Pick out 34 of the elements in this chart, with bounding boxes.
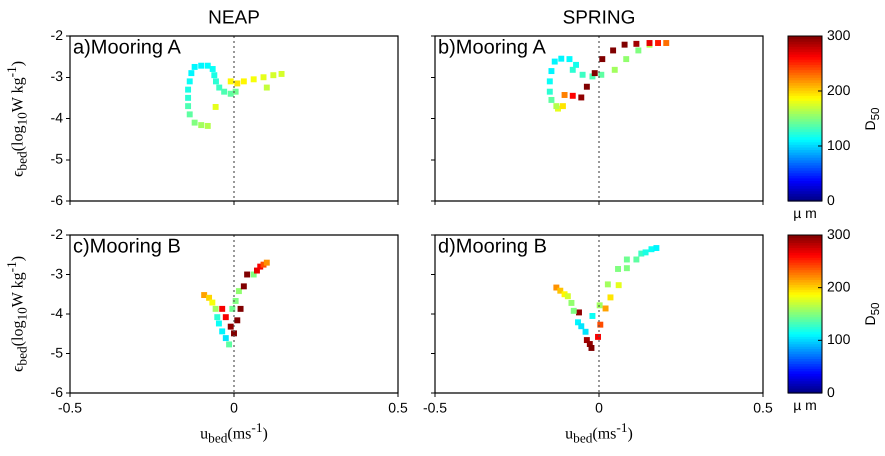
color-bar-label: 200	[827, 278, 851, 295]
y-tick-label: -4	[50, 304, 64, 321]
annotation: d)Mooring B	[438, 236, 547, 258]
color-bar-label: 0	[827, 192, 835, 208]
x-tick-label: 0	[230, 399, 238, 416]
y-tick-label: -2	[50, 26, 64, 43]
color-bar-label: 0	[827, 384, 835, 400]
color-bar-label: 100	[827, 136, 851, 153]
x-tick-label: -0.5	[422, 399, 448, 416]
y-tick-label: -5	[50, 150, 64, 167]
x-axis-title: u$_{bed}$(ms$^{-1}$)	[565, 420, 633, 446]
annotation: a)Mooring A	[73, 36, 182, 59]
color-bar-label: 200	[827, 82, 851, 98]
x-tick-label: 0.5	[753, 399, 773, 416]
chart-title: NEAP	[208, 8, 260, 29]
color-bar-label: 100	[827, 331, 851, 348]
y-tick-label: -6	[50, 384, 64, 400]
y-tick-label: -5	[50, 344, 64, 360]
y-tick-label: -6	[50, 192, 64, 208]
color-bar-label: 300	[827, 226, 851, 242]
text: µ m	[793, 396, 817, 413]
x-tick-label: 0.5	[388, 399, 408, 416]
y-tick-label: -2	[50, 226, 64, 242]
text: µ m	[793, 204, 817, 221]
x-axis-title: u$_{bed}$(ms$^{-1}$)	[200, 420, 268, 446]
y-tick-label: -3	[50, 68, 64, 84]
annotation: c)Mooring B	[73, 236, 181, 258]
y-tick-label: -3	[50, 265, 64, 282]
color-bar-label: 300	[827, 26, 851, 43]
x-tick-label: 0	[595, 399, 604, 416]
y-tick-label: -4	[50, 109, 64, 126]
x-tick-label: -0.5	[58, 399, 82, 416]
chart-title: SPRING	[562, 8, 636, 29]
annotation: b)Mooring A	[438, 36, 546, 59]
